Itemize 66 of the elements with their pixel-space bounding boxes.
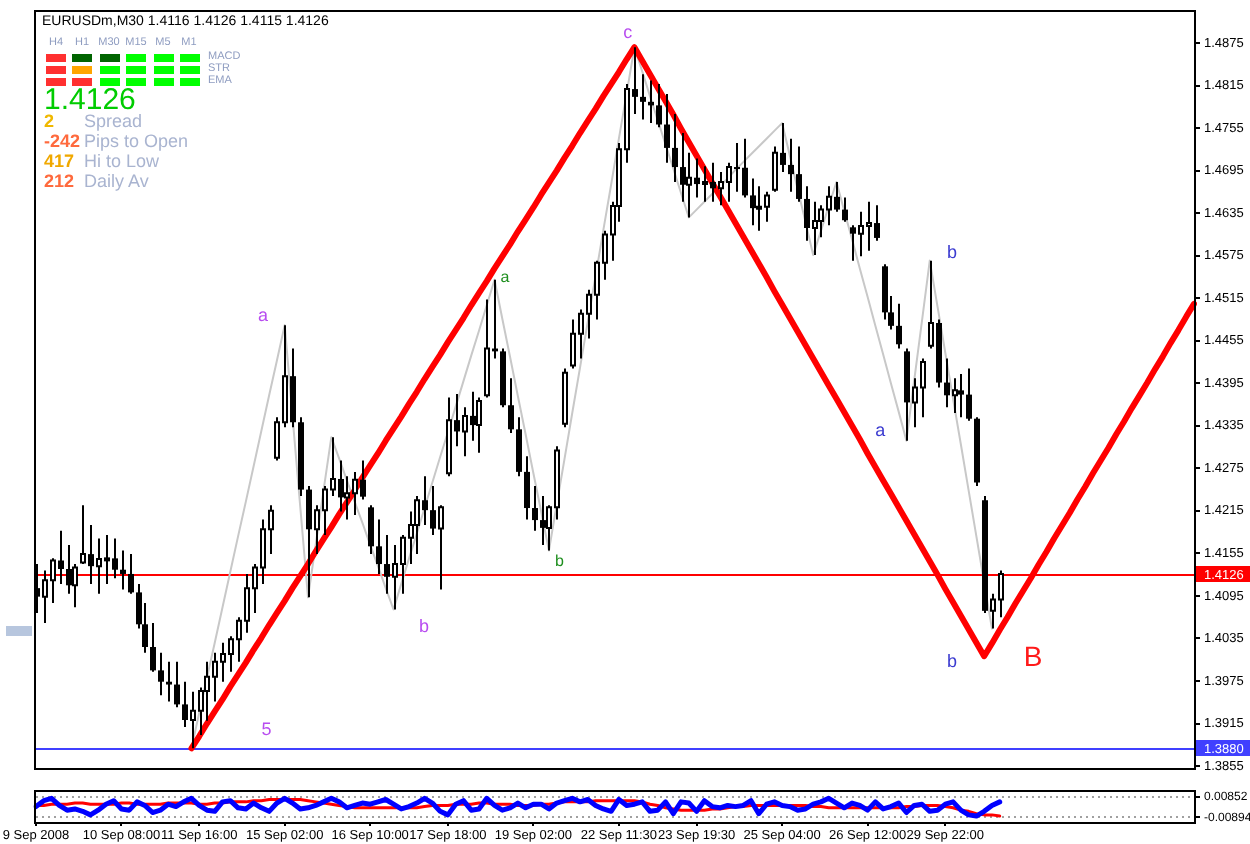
annotation: 212	[44, 171, 75, 191]
candlestick	[516, 416, 522, 478]
candlestick	[750, 177, 756, 227]
candlestick	[66, 543, 72, 595]
annotation: a	[875, 419, 886, 440]
annotation: b	[418, 615, 429, 636]
candlestick	[842, 196, 848, 223]
candlestick	[656, 83, 662, 129]
candlestick	[882, 263, 888, 321]
annotation: Spread	[84, 111, 143, 131]
candlestick	[470, 390, 476, 442]
candlestick	[150, 621, 156, 673]
candlestick	[88, 524, 94, 585]
candlestick	[120, 549, 126, 591]
candlestick	[524, 455, 530, 521]
annotation: b	[946, 651, 957, 672]
candlestick	[166, 660, 172, 703]
annotation: a	[257, 304, 268, 325]
annotation: 417	[44, 151, 75, 171]
annotation: B	[1023, 640, 1043, 673]
candlestick	[508, 377, 514, 434]
annotation: Daily Av	[84, 171, 149, 191]
candlestick	[158, 651, 164, 697]
annotation: 2	[44, 111, 55, 131]
candlestick	[788, 137, 794, 193]
annotation: Pips to Open	[84, 131, 189, 151]
annotation: b	[946, 242, 957, 263]
candlestick	[796, 145, 802, 203]
candlestick	[422, 475, 428, 527]
candlestick	[290, 347, 296, 429]
candlestick	[368, 504, 374, 556]
annotation: b	[554, 552, 565, 571]
candlestick	[540, 494, 546, 546]
candlestick	[694, 157, 700, 199]
candlestick	[742, 137, 748, 199]
candlestick	[360, 459, 366, 501]
candlestick	[804, 185, 810, 242]
annotation: 5	[261, 719, 272, 740]
candlestick	[734, 141, 740, 193]
candlestick	[896, 302, 902, 350]
annotation: -242	[44, 131, 81, 151]
candlestick	[966, 367, 972, 422]
candlestick	[174, 660, 180, 709]
candlestick	[112, 537, 118, 580]
candlestick	[338, 459, 344, 513]
candlestick	[306, 485, 312, 599]
annotation: Hi to Low	[84, 151, 160, 171]
candlestick	[532, 485, 538, 532]
candlestick	[430, 485, 436, 536]
candlestick	[958, 373, 964, 419]
candlestick	[834, 180, 840, 213]
annotation: c	[623, 21, 634, 42]
candlestick	[376, 518, 382, 575]
annotation: a	[500, 268, 511, 287]
candlestick	[874, 204, 880, 242]
candlestick	[664, 93, 670, 164]
candlestick	[58, 529, 64, 585]
annotation: 1.4126	[44, 83, 136, 117]
candlestick	[850, 224, 856, 262]
candlestick	[672, 112, 678, 183]
candlestick	[182, 680, 188, 729]
candlestick	[384, 533, 390, 595]
candlestick	[640, 73, 646, 121]
candlestick	[128, 553, 134, 595]
candlestick	[944, 357, 950, 409]
candlestick	[710, 161, 716, 203]
